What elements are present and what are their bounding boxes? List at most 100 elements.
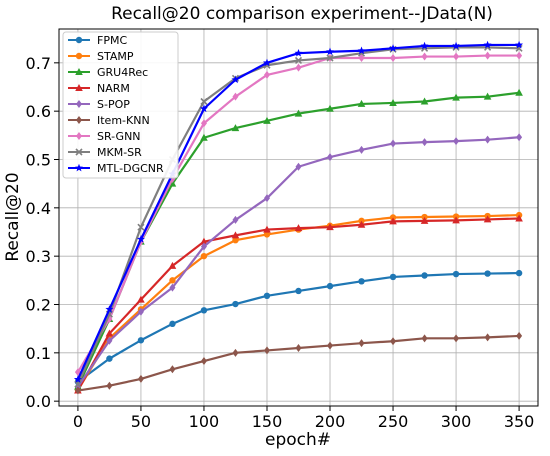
- data-point: [137, 295, 145, 303]
- data-point: [263, 225, 271, 233]
- data-point: [75, 84, 83, 91]
- data-point: [420, 216, 429, 224]
- data-point: [137, 374, 144, 383]
- data-point: [232, 300, 239, 308]
- data-point: [75, 163, 83, 172]
- data-point: [75, 52, 83, 60]
- series-lines: [73, 40, 524, 395]
- data-point: [421, 52, 428, 61]
- series-mtl-dgcnr: [73, 40, 524, 383]
- data-point: [294, 56, 303, 64]
- legend-item: GRU4Rec: [68, 66, 148, 79]
- data-point: [357, 99, 366, 107]
- x-tick-label: 200: [315, 412, 346, 431]
- data-point: [76, 132, 82, 140]
- y-axis-ticks: 0.0 0.1 0.2 0.3 0.4 0.5 0.6 0.7: [26, 54, 59, 411]
- data-point: [106, 336, 113, 345]
- y-tick-label: 0.1: [26, 344, 51, 363]
- data-point: [483, 40, 492, 49]
- series-item-knn: [74, 331, 523, 395]
- data-point: [484, 135, 491, 144]
- legend-item: NARM: [68, 82, 130, 95]
- data-point: [263, 292, 271, 299]
- data-point: [231, 231, 240, 239]
- data-point: [452, 216, 460, 224]
- x-tick-label: 100: [189, 412, 220, 431]
- data-point: [516, 51, 523, 60]
- data-point: [484, 51, 491, 60]
- data-point: [75, 36, 83, 44]
- x-tick-label: 0: [73, 412, 83, 431]
- y-tick-label: 0.5: [26, 151, 51, 170]
- data-point: [105, 305, 114, 313]
- data-point: [73, 375, 82, 383]
- data-point: [326, 223, 334, 231]
- data-point: [263, 70, 270, 79]
- y-tick-label: 0.4: [26, 199, 51, 218]
- data-point: [421, 334, 428, 343]
- y-tick-label: 0.2: [26, 296, 51, 315]
- data-point: [137, 223, 145, 231]
- data-point: [327, 341, 334, 350]
- data-point: [200, 242, 207, 251]
- y-tick-label: 0.6: [26, 102, 51, 121]
- data-point: [231, 75, 240, 84]
- data-point: [358, 278, 365, 285]
- data-point: [199, 104, 208, 113]
- data-point: [452, 41, 461, 50]
- data-point: [452, 93, 460, 101]
- plot-frame: [58, 28, 539, 407]
- y-tick-label: 0.3: [26, 247, 51, 266]
- data-point: [453, 52, 460, 61]
- data-point: [357, 220, 366, 228]
- data-point: [515, 88, 523, 96]
- legend-item: MTL-DGCNR: [68, 162, 164, 175]
- data-point: [515, 214, 523, 222]
- data-point: [420, 41, 429, 50]
- data-point: [484, 270, 491, 277]
- data-point: [452, 270, 460, 278]
- data-point: [263, 194, 270, 203]
- data-point: [326, 54, 334, 62]
- legend-label: MKM-SR: [97, 146, 142, 159]
- legend-item: FPMC: [68, 34, 127, 47]
- x-tick-label: 150: [252, 412, 283, 431]
- legend-label: SR-GNN: [97, 130, 141, 143]
- data-point: [105, 329, 114, 337]
- data-point: [169, 365, 176, 374]
- data-point: [453, 334, 460, 343]
- data-point: [483, 92, 492, 100]
- data-point: [75, 148, 83, 156]
- data-point: [420, 97, 429, 105]
- data-point: [515, 44, 523, 52]
- legend-label: MTL-DGCNR: [97, 162, 164, 175]
- data-point: [200, 307, 208, 314]
- y-tick-label: 0.0: [26, 392, 51, 411]
- legend-label: GRU4Rec: [97, 66, 148, 79]
- data-point: [200, 119, 207, 128]
- data-point: [389, 273, 397, 281]
- data-point: [390, 337, 397, 346]
- data-point: [106, 355, 113, 362]
- data-point: [263, 231, 271, 238]
- data-point: [390, 139, 397, 148]
- x-tick-label: 350: [504, 412, 535, 431]
- data-point: [168, 261, 177, 269]
- legend-item: SR-GNN: [68, 130, 141, 143]
- data-point: [515, 40, 524, 49]
- data-point: [327, 153, 334, 162]
- data-point: [231, 124, 240, 132]
- data-point: [200, 357, 207, 366]
- data-point: [136, 235, 145, 243]
- chart-title: Recall@20 comparison experiment--JData(N…: [111, 4, 493, 24]
- data-point: [326, 47, 335, 56]
- legend-item: S-POP: [68, 98, 130, 111]
- legend-label: FPMC: [97, 34, 127, 47]
- data-point: [295, 287, 302, 295]
- x-tick-label: 300: [441, 412, 472, 431]
- data-point: [389, 98, 397, 106]
- data-point: [358, 145, 365, 154]
- data-point: [200, 252, 208, 260]
- legend: FPMC STAMP GRU4Rec NARM S-POP Item-KNN SR-GNN M…: [62, 31, 179, 179]
